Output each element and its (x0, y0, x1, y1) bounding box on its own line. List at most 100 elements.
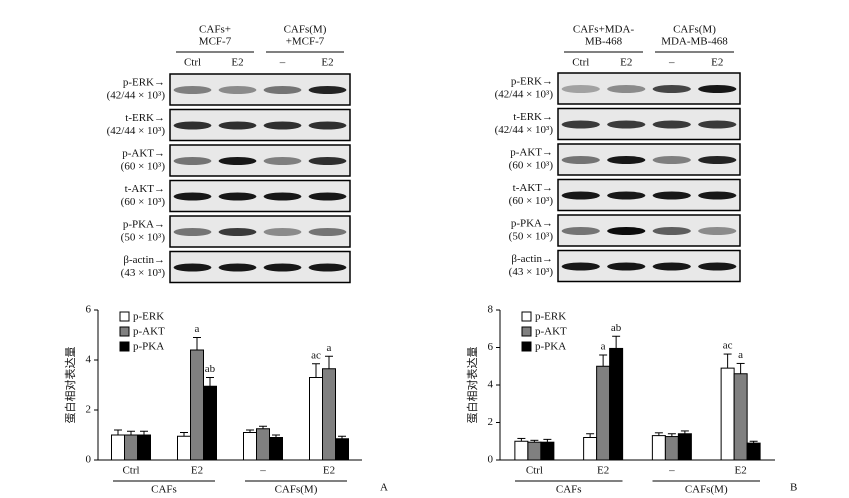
protein-label: p-ERK→ (123, 77, 165, 89)
x-tick-label: E2 (597, 465, 609, 477)
band (173, 263, 212, 272)
band (607, 85, 646, 93)
band (308, 263, 347, 272)
bar (720, 367, 735, 461)
lane-label: – (668, 57, 675, 69)
bar (256, 428, 270, 461)
size-label: (42/44 × 10³) (495, 124, 554, 136)
lane-label: E2 (620, 57, 632, 69)
y-tick-label: 2 (86, 404, 92, 416)
legend-swatch (521, 326, 532, 337)
x-tick-label: – (259, 465, 266, 477)
size-label: (42/44 × 10³) (107, 90, 166, 102)
group-header: CAFs+MDA- (573, 24, 635, 36)
band (263, 228, 302, 236)
band (173, 228, 212, 236)
legend-swatch (119, 311, 130, 322)
band (561, 262, 600, 271)
y-tick-label: 8 (488, 304, 494, 316)
size-label: (60 × 10³) (121, 196, 166, 208)
y-tick-label: 0 (488, 454, 494, 466)
group-label: CAFs (556, 484, 582, 496)
band (308, 157, 347, 165)
band (263, 157, 302, 165)
protein-label: t-AKT→ (125, 183, 165, 195)
band (652, 227, 691, 235)
band (698, 191, 737, 200)
bar (243, 432, 257, 461)
bar (203, 385, 217, 461)
protein-label: p-ERK→ (511, 76, 553, 88)
band (308, 86, 347, 94)
band (308, 121, 347, 130)
band (263, 121, 302, 130)
band (263, 192, 302, 201)
band (561, 227, 600, 235)
group-header: CAFs+ (199, 24, 231, 36)
size-label: (43 × 10³) (121, 267, 166, 279)
panel-label: B (790, 482, 797, 494)
bar (124, 434, 138, 461)
band (218, 263, 257, 272)
y-tick-label: 4 (488, 379, 494, 391)
size-label: (50 × 10³) (121, 232, 166, 244)
group-label: CAFs (151, 484, 177, 496)
protein-label: t-AKT→ (513, 182, 553, 194)
band (173, 157, 212, 165)
band (698, 85, 737, 93)
band (698, 120, 737, 129)
bar (309, 377, 323, 461)
bar (596, 365, 611, 461)
band (652, 191, 691, 200)
y-axis-label: 蛋白相对表达量 (465, 347, 479, 424)
bar (111, 434, 125, 461)
significance-label: ac (723, 340, 733, 352)
band (607, 120, 646, 129)
protein-label: p-PKA→ (511, 218, 553, 230)
bar (514, 440, 529, 461)
band (607, 191, 646, 200)
lane-label: – (279, 57, 286, 69)
y-axis-label: 蛋白相对表达量 (63, 347, 77, 424)
band (218, 192, 257, 201)
group-label: CAFs(M) (685, 484, 728, 496)
lane-label: Ctrl (572, 57, 589, 69)
panel-label: A (380, 482, 388, 494)
band (698, 262, 737, 271)
significance-label: a (738, 349, 743, 361)
y-tick-label: 6 (86, 304, 92, 316)
significance-label: a (601, 341, 606, 353)
band (607, 262, 646, 271)
x-tick-label: Ctrl (122, 465, 139, 477)
band (652, 120, 691, 129)
bar (137, 434, 151, 461)
y-tick-label: 4 (86, 354, 92, 366)
group-header: MDA-MB-468 (661, 36, 728, 48)
legend-label: p-PKA (133, 341, 164, 353)
band (173, 121, 212, 130)
band (218, 157, 257, 165)
bar (335, 438, 349, 461)
band (218, 121, 257, 130)
bar (609, 347, 624, 461)
bar (733, 373, 748, 461)
lane-label: E2 (231, 57, 243, 69)
band (652, 85, 691, 93)
bar (677, 433, 692, 461)
bar (746, 442, 761, 461)
band (652, 156, 691, 164)
band (652, 262, 691, 271)
group-header: CAFs(M) (673, 24, 716, 36)
legend-label: p-AKT (133, 326, 165, 338)
band (308, 228, 347, 236)
band (561, 191, 600, 200)
protein-label: p-AKT→ (122, 148, 165, 160)
legend-swatch (521, 341, 532, 352)
protein-label: β-actin→ (511, 253, 553, 265)
protein-label: t-ERK→ (513, 111, 553, 123)
legend-label: p-ERK (133, 311, 164, 323)
band (308, 192, 347, 201)
x-tick-label: E2 (323, 465, 335, 477)
significance-label: a (195, 323, 200, 335)
